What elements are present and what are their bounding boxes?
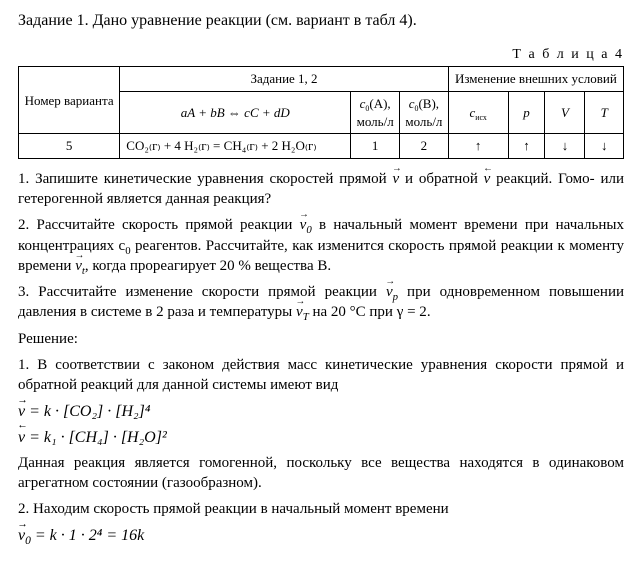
b-symbol: B bbox=[317, 258, 327, 274]
q3-dot: . bbox=[427, 304, 431, 320]
cell-t: ↓ bbox=[585, 134, 624, 159]
th-p: p bbox=[508, 92, 545, 134]
th-task: Задание 1, 2 bbox=[120, 67, 448, 92]
c0b-unit: моль/л bbox=[405, 114, 442, 129]
cell-v: ↓ bbox=[545, 134, 585, 159]
v-reverse-icon: v bbox=[18, 427, 25, 449]
c0-symbol: c0 bbox=[119, 238, 131, 254]
cell-c0a: 1 bbox=[351, 134, 400, 159]
vT-icon: vT bbox=[296, 302, 309, 322]
question-3: 3. Рассчитайте изменение скорости прямой… bbox=[18, 282, 624, 323]
vp-icon: vp bbox=[386, 282, 398, 302]
solution-2-text: 2. Находим скорость прямой реакции в нач… bbox=[18, 499, 624, 519]
page: Задание 1. Дано уравнение реакции (см. в… bbox=[0, 0, 642, 565]
task-title: Задание 1. Дано уравнение реакции (см. в… bbox=[18, 10, 624, 32]
c0b-arg: (B), bbox=[418, 96, 439, 111]
formula-forward-body: = k · [CO₂] · [H₂]⁴ bbox=[25, 403, 150, 420]
solution-label: Решение: bbox=[18, 329, 624, 349]
formula-reverse-body: = k₁ · [CH₄] · [H₂O]² bbox=[25, 429, 167, 446]
solution-1-homogeneous: Данная реакция является гомогенной, поск… bbox=[18, 453, 624, 494]
table-caption: Т а б л и ц а 4 bbox=[18, 46, 624, 65]
v0-icon: v0 bbox=[300, 215, 312, 235]
th-c0a: c0(A), моль/л bbox=[351, 92, 400, 134]
th-variant: Номер варианта bbox=[19, 67, 120, 134]
th-cisx: cисх bbox=[448, 92, 508, 134]
cell-c0b: 2 bbox=[400, 134, 449, 159]
conditions-table: Номер варианта Задание 1, 2 Изменение вн… bbox=[18, 66, 624, 158]
th-v: V bbox=[545, 92, 585, 134]
q3-eq: = 2 bbox=[403, 304, 426, 320]
q2-e: . bbox=[327, 258, 331, 274]
v-forward-icon: v bbox=[393, 169, 400, 189]
formula-forward: v = k · [CO₂] · [H₂]⁴ bbox=[18, 401, 624, 423]
table-row: Номер варианта Задание 1, 2 Изменение вн… bbox=[19, 67, 624, 92]
v-reverse-icon: v bbox=[484, 169, 491, 189]
formula-v0: v0 = k · 1 · 2⁴ = 16k bbox=[18, 525, 624, 547]
cell-variant-num: 5 bbox=[19, 134, 120, 159]
th-equation: aA + bB ⇔ cC + dD bbox=[120, 92, 351, 134]
th-c0b: c0(B), моль/л bbox=[400, 92, 449, 134]
cisx-sub: исх bbox=[475, 108, 487, 120]
th-conditions: Изменение внешних условий bbox=[448, 67, 623, 92]
c0a-arg: (A), bbox=[369, 96, 390, 111]
q1-mid: и обратной bbox=[399, 171, 483, 187]
q3-c: на 20 °С при bbox=[309, 304, 397, 320]
th-t: T bbox=[585, 92, 624, 134]
question-2: 2. Рассчитайте скорость прямой реакции v… bbox=[18, 215, 624, 276]
cell-equation: CO₂₍г₎ + 4 H₂₍г₎ = CH₄₍г₎ + 2 H₂O₍г₎ bbox=[120, 134, 351, 159]
formula-reverse: v = k₁ · [CH₄] · [H₂O]² bbox=[18, 427, 624, 449]
c0a-unit: моль/л bbox=[357, 114, 394, 129]
question-1: 1. Запишите кинетические уравнения скоро… bbox=[18, 169, 624, 210]
cell-p: ↑ bbox=[508, 134, 545, 159]
solution-1-text: 1. В соответствии с законом действия мас… bbox=[18, 355, 624, 396]
q3-a: 3. Рассчитайте изменение скорости прямой… bbox=[18, 284, 386, 300]
cell-cisx: ↑ bbox=[448, 134, 508, 159]
vt-icon: vt bbox=[75, 256, 85, 276]
formula-v0-body: = k · 1 · 2⁴ = 16k bbox=[31, 527, 144, 544]
q2-d: , когда прореагирует 20 % вещества bbox=[85, 258, 317, 274]
v0-icon: v0 bbox=[18, 525, 31, 547]
q2-a: 2. Рассчитайте скорость прямой реакции bbox=[18, 217, 300, 233]
q1-part-a: 1. Запишите кинетические уравнения скоро… bbox=[18, 171, 393, 187]
table-row: 5 CO₂₍г₎ + 4 H₂₍г₎ = CH₄₍г₎ + 2 H₂O₍г₎ 1… bbox=[19, 134, 624, 159]
